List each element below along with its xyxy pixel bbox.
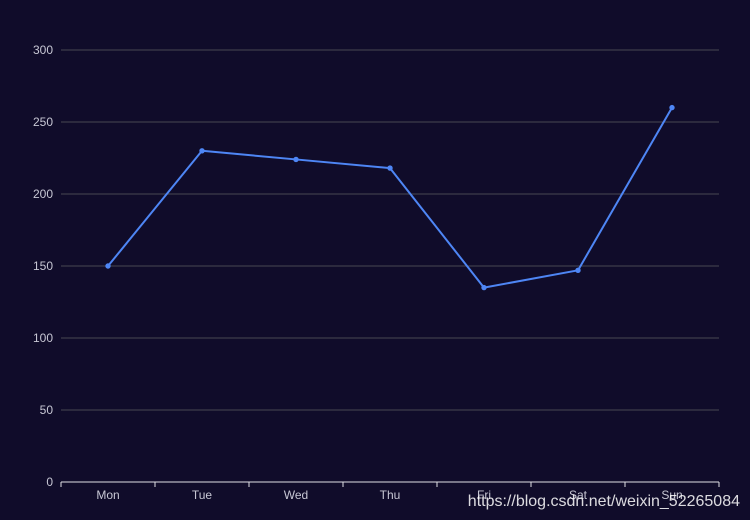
x-tick-label: Tue	[192, 488, 213, 502]
x-tick-label: Fri	[477, 488, 491, 502]
x-tick-label: Wed	[284, 488, 308, 502]
x-tick-label: Thu	[380, 488, 401, 502]
x-tick-label: Mon	[96, 488, 119, 502]
data-point	[669, 104, 675, 111]
watermark-text: https://blog.csdn.net/weixin_52265084	[467, 493, 740, 510]
data-point	[481, 284, 487, 291]
data-point	[105, 263, 111, 269]
y-tick-label: 100	[33, 331, 53, 345]
series-line	[107, 107, 673, 289]
y-tick-label: 150	[33, 259, 53, 273]
x-tick-label: Sat	[569, 488, 588, 502]
data-point	[199, 148, 205, 154]
y-tick-label: 200	[33, 187, 53, 201]
data-point	[293, 156, 299, 163]
data-point	[387, 165, 393, 171]
x-axis: Mon Tue Wed Thu Fri Sat Sun	[60, 481, 720, 502]
y-tick-label: 50	[40, 403, 54, 417]
data-point	[575, 267, 581, 274]
y-tick-label: 300	[33, 43, 53, 57]
series-group	[105, 104, 675, 291]
y-axis: 0 50 100 150 200 250 300	[33, 43, 53, 489]
grid-lines	[61, 49, 719, 411]
x-tick-label: Sun	[661, 488, 682, 502]
y-tick-label: 0	[46, 475, 53, 489]
y-tick-label: 250	[33, 115, 53, 129]
